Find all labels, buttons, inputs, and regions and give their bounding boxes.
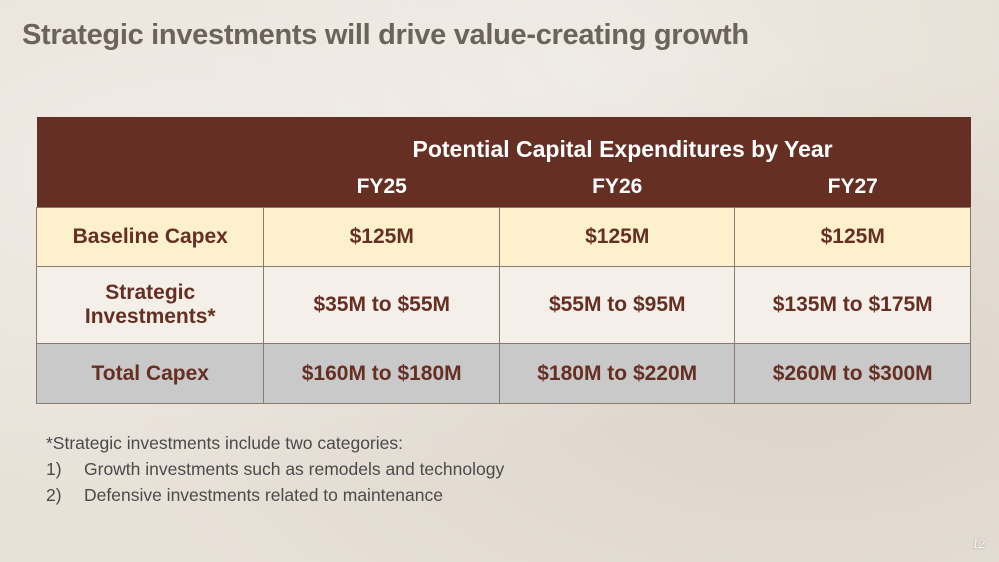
total-fy25: $160M to $180M <box>263 343 500 404</box>
table-row-baseline: Baseline Capex $125M $125M $125M <box>35 207 971 267</box>
row-label-strategic-line1: Strategic <box>105 281 196 304</box>
baseline-fy27: $125M <box>734 207 971 267</box>
row-label-strategic: Strategic Investments* <box>35 266 265 344</box>
footnote-item: 1) Growth investments such as remodels a… <box>46 456 504 482</box>
footnote-number: 1) <box>46 459 62 479</box>
footnote-text: Defensive investments related to mainten… <box>84 485 443 505</box>
year-header-fy26: FY26 <box>592 175 643 198</box>
baseline-fy25: $125M <box>263 207 500 267</box>
table-caption-row: Potential Capital Expenditures by Year <box>36 117 971 167</box>
row-label-total: Total Capex <box>35 343 265 404</box>
year-header-row: FY25 FY26 FY27 <box>36 167 971 208</box>
row-label-baseline: Baseline Capex <box>35 207 265 267</box>
strategic-fy25: $35M to $55M <box>263 266 500 344</box>
year-header-fy27: FY27 <box>827 175 878 198</box>
year-header-fy25: FY25 <box>356 175 407 198</box>
table-caption: Potential Capital Expenditures by Year <box>412 136 833 162</box>
footnote-item: 2) Defensive investments related to main… <box>46 482 504 508</box>
header-empty-cell <box>37 167 264 208</box>
footnotes: *Strategic investments include two categ… <box>46 430 504 508</box>
table-row-total: Total Capex $160M to $180M $180M to $220… <box>35 343 971 404</box>
footnote-number: 2) <box>46 485 62 505</box>
total-fy26: $180M to $220M <box>498 343 736 404</box>
page-number: 12 <box>972 536 985 551</box>
strategic-fy27: $135M to $175M <box>734 266 971 344</box>
row-label-strategic-line2: Investments* <box>84 305 216 328</box>
baseline-fy26: $125M <box>498 207 736 267</box>
total-fy27: $260M to $300M <box>734 343 971 404</box>
footnote-intro: *Strategic investments include two categ… <box>46 433 403 453</box>
footnote-text: Growth investments such as remodels and … <box>84 459 505 479</box>
strategic-fy26: $55M to $95M <box>498 266 736 344</box>
capex-table: Potential Capital Expenditures by Year F… <box>35 117 971 404</box>
slide-title: Strategic investments will drive value-c… <box>22 19 749 51</box>
table-row-strategic: Strategic Investments* $35M to $55M $55M… <box>35 266 971 344</box>
